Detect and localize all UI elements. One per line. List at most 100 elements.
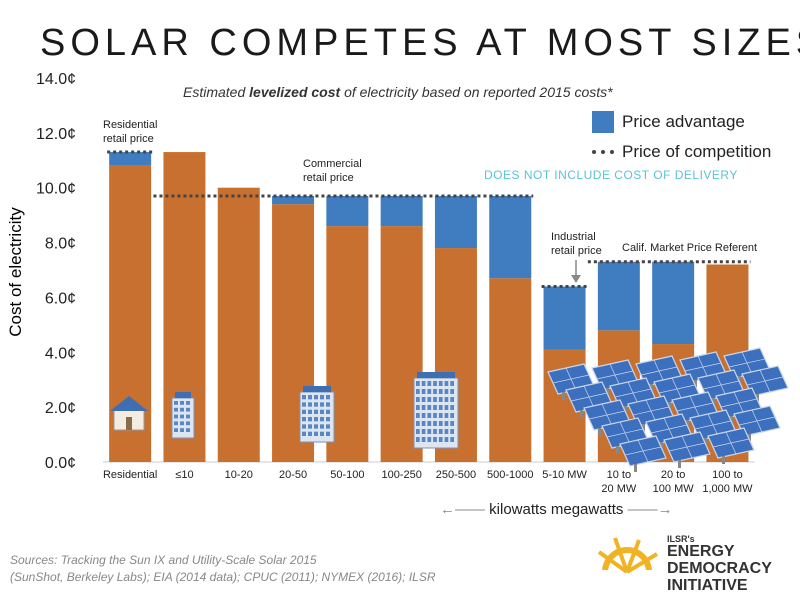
solar-panel-stand	[598, 428, 601, 436]
legend-label-competition: Price of competition	[622, 142, 772, 161]
solar-panel-grid	[733, 391, 745, 415]
building-window	[421, 381, 426, 386]
building-window	[427, 389, 432, 394]
building-window	[174, 414, 178, 419]
building-window	[438, 397, 443, 402]
building-window	[444, 421, 449, 426]
building-window	[308, 417, 312, 422]
sources-line-1: Sources: Tracking the Sun IX and Utility…	[10, 553, 317, 567]
y-tick-label: 4.0¢	[45, 345, 76, 362]
building-window	[186, 414, 190, 419]
house-roof	[110, 396, 148, 411]
building-window	[438, 381, 443, 386]
solar-panel-stand	[616, 446, 619, 454]
solar-panel-stand	[660, 442, 663, 450]
solar-panel-stand	[730, 416, 733, 424]
x-category-label: 500-1000	[487, 469, 534, 481]
building-window	[302, 395, 306, 400]
solar-panel-grid	[583, 385, 595, 409]
bar-price-advantage	[489, 195, 532, 279]
building-window	[427, 437, 432, 442]
x-category-label: 20 MW	[601, 483, 636, 495]
solar-panel-field-icon	[547, 347, 789, 472]
logo-democracy: DEMOCRACY	[667, 560, 772, 577]
building-window	[180, 421, 184, 426]
y-tick-label: 14.0¢	[36, 71, 76, 88]
building-window	[438, 413, 443, 418]
solar-panel-grid	[565, 367, 577, 391]
subtitle-bold: levelized cost	[249, 84, 341, 100]
building-window	[444, 413, 449, 418]
building-window	[320, 417, 324, 422]
building-window	[416, 429, 420, 434]
building-window	[438, 421, 443, 426]
building-window	[433, 389, 437, 394]
bar-price-advantage	[326, 195, 369, 227]
solar-panel-stand	[642, 424, 645, 432]
y-tick-label: 6.0¢	[45, 290, 76, 307]
building-window	[314, 402, 318, 407]
building-window	[174, 401, 178, 405]
solar-panel-grid	[637, 439, 649, 463]
solar-panel-stand	[694, 380, 697, 388]
building-window	[433, 429, 437, 434]
bar-price-advantage	[434, 195, 477, 249]
solar-panel-grid	[741, 351, 753, 375]
solar-panel-grid	[671, 377, 683, 401]
building-window	[444, 437, 449, 442]
solar-panel-stand	[668, 402, 671, 410]
building-window	[438, 405, 443, 410]
building-window	[174, 428, 178, 432]
building-window	[174, 407, 178, 412]
building-window	[314, 417, 318, 422]
solar-panel-stand	[712, 398, 715, 406]
solar-panel-grid	[707, 413, 719, 437]
building-window	[326, 417, 330, 422]
bar-price-advantage	[109, 152, 152, 166]
building-window	[416, 413, 420, 418]
kilowatts-label: kilowatts	[489, 501, 547, 518]
building-window	[450, 381, 454, 386]
building-window	[416, 437, 420, 442]
logo-ilsr: ILSR's	[667, 534, 695, 544]
building-window	[421, 405, 426, 410]
chart-title: SOLAR COMPETES AT MOST SIZES	[40, 22, 800, 64]
x-category-label: 20-50	[279, 469, 307, 481]
solar-panel-stand	[738, 376, 741, 384]
y-tick-label: 10.0¢	[36, 181, 76, 198]
energy-democracy-logo	[593, 537, 659, 596]
solar-panel-stand	[756, 394, 759, 402]
solar-panel-grid	[619, 421, 631, 445]
x-category-label: 20 to	[661, 469, 685, 481]
building-window	[427, 381, 432, 386]
building-window	[433, 413, 437, 418]
building-window	[416, 421, 420, 426]
building-window	[180, 401, 184, 405]
solar-panel-stand	[686, 420, 689, 428]
solar-panel-stand	[606, 388, 609, 396]
x-axis-units: ←—— kilowatts megawatts ——→	[440, 501, 673, 518]
building-window	[444, 429, 449, 434]
solar-panel-grid	[601, 403, 613, 427]
building-window	[186, 407, 190, 412]
legend-label-advantage: Price advantage	[622, 112, 745, 131]
building-window	[186, 401, 190, 405]
right-arrow: ——→	[627, 501, 673, 518]
building-window	[450, 429, 454, 434]
medium-building-icon	[299, 386, 335, 443]
building-window	[421, 421, 426, 426]
megawatts-label: megawatts	[550, 501, 624, 518]
solar-panel-stand	[650, 384, 653, 392]
solar-panel-grid	[715, 373, 727, 397]
building-window	[444, 397, 449, 402]
building-window	[433, 381, 437, 386]
solar-panel-stand	[580, 410, 583, 418]
x-category-label: 100 to	[712, 469, 743, 481]
building-window	[326, 409, 330, 414]
roof-solar-panel	[175, 392, 191, 398]
building-window	[326, 424, 330, 429]
building-window	[326, 395, 330, 400]
building-window	[416, 381, 420, 386]
building-window	[427, 421, 432, 426]
